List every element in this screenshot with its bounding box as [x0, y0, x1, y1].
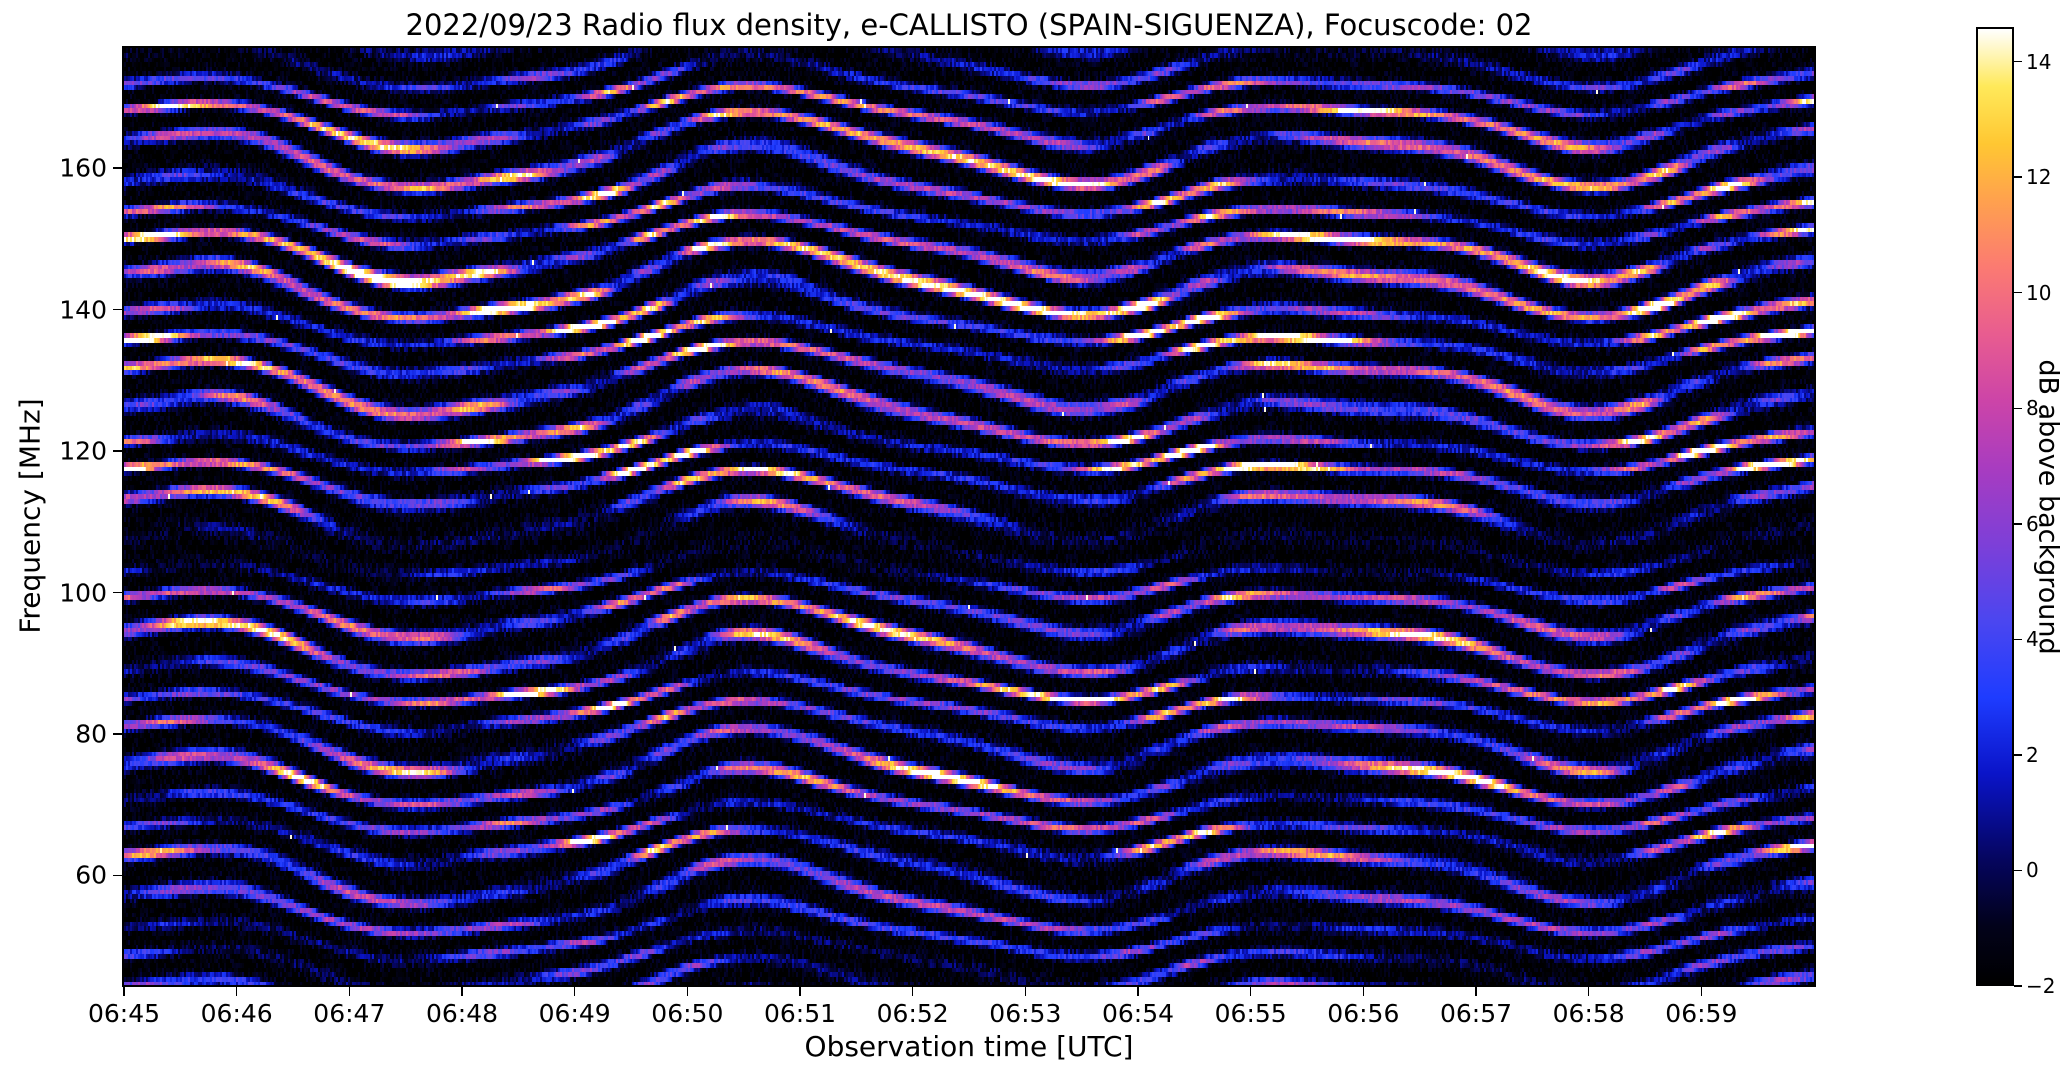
colorbar-tick-label: 2 — [2026, 742, 2039, 767]
x-tick-label: 06:56 — [1327, 999, 1400, 1028]
colorbar-tick-label: 14 — [2026, 49, 2052, 74]
colorbar-tick-mark — [2014, 291, 2022, 294]
x-tick-mark — [573, 987, 576, 996]
x-tick-label: 06:58 — [1552, 999, 1625, 1028]
x-tick-mark — [1587, 987, 1590, 996]
y-tick-mark — [113, 591, 122, 594]
colorbar-tick-label: −2 — [2026, 974, 2056, 998]
x-tick-label: 06:54 — [1101, 999, 1175, 1028]
x-tick-mark — [235, 987, 238, 996]
colorbar-tick-label: 6 — [2026, 511, 2039, 536]
y-tick-mark — [113, 450, 122, 452]
colorbar — [1976, 27, 2014, 986]
x-tick-mark — [348, 987, 351, 996]
x-tick-label: 06:52 — [876, 999, 949, 1028]
x-tick-label: 06:59 — [1665, 999, 1738, 1028]
colorbar-tick-mark — [2014, 754, 2022, 756]
chart-title: 2022/09/23 Radio flux density, e-CALLIST… — [405, 8, 1533, 42]
colorbar-tick-mark — [2014, 985, 2022, 987]
x-tick-label: 06:57 — [1439, 999, 1513, 1028]
colorbar-tick-mark — [2014, 869, 2022, 872]
x-tick-label: 06:50 — [651, 999, 724, 1028]
x-tick-mark — [123, 987, 125, 996]
x-tick-mark — [799, 987, 801, 996]
colorbar-tick-label: 0 — [2026, 858, 2039, 883]
colorbar-tick-mark — [2014, 638, 2022, 641]
y-tick-mark — [113, 733, 122, 735]
y-tick-mark — [113, 874, 122, 877]
x-tick-label: 06:51 — [763, 999, 837, 1028]
x-tick-label: 06:45 — [87, 999, 161, 1028]
x-tick-mark — [1362, 987, 1365, 996]
spectrogram-heatmap — [124, 48, 1814, 985]
x-tick-label: 06:49 — [538, 999, 611, 1028]
x-tick-mark — [1024, 987, 1027, 996]
colorbar-tick-label: 4 — [2026, 627, 2039, 652]
y-tick-label: 100 — [59, 578, 107, 608]
colorbar-tick-label: 8 — [2026, 396, 2039, 421]
x-axis-label: Observation time [UTC] — [804, 1030, 1134, 1063]
x-tick-mark — [1249, 987, 1252, 996]
colorbar-tick-mark — [2014, 407, 2022, 410]
x-tick-mark — [1475, 987, 1477, 996]
y-tick-label: 120 — [59, 436, 107, 466]
y-axis-label: Frequency [MHz] — [13, 398, 47, 634]
colorbar-tick-label: 10 — [2026, 280, 2052, 305]
y-tick-label: 60 — [75, 860, 107, 890]
x-tick-mark — [1700, 987, 1703, 996]
x-tick-mark — [1137, 987, 1139, 996]
colorbar-tick-mark — [2014, 60, 2022, 63]
y-tick-label: 140 — [59, 295, 107, 325]
plot-area — [124, 48, 1814, 985]
y-tick-label: 160 — [59, 153, 107, 183]
x-tick-mark — [686, 987, 689, 996]
x-tick-label: 06:55 — [1214, 999, 1287, 1028]
x-tick-label: 06:48 — [425, 999, 499, 1028]
y-tick-label: 80 — [75, 719, 107, 749]
x-tick-mark — [911, 987, 914, 996]
x-tick-label: 06:47 — [313, 999, 386, 1028]
colorbar-tick-label: 12 — [2026, 165, 2052, 190]
colorbar-tick-mark — [2014, 176, 2022, 178]
colorbar-tick-mark — [2014, 523, 2022, 525]
x-tick-mark — [461, 987, 463, 996]
x-tick-label: 06:53 — [989, 999, 1062, 1028]
y-tick-mark — [113, 167, 122, 169]
y-tick-mark — [113, 308, 122, 311]
x-tick-label: 06:46 — [200, 999, 273, 1028]
